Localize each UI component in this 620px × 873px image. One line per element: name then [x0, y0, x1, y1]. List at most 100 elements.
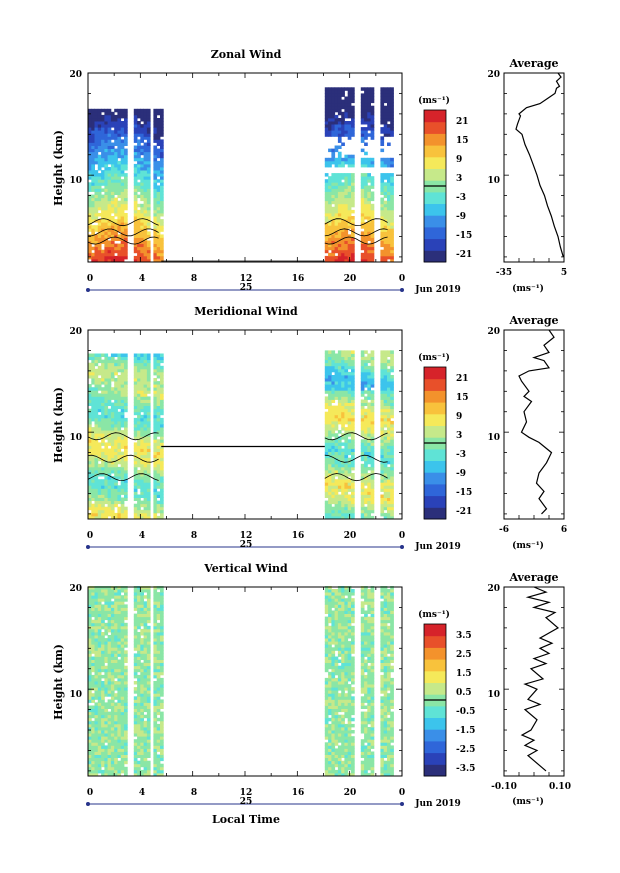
- heatmap-cell: [156, 491, 161, 495]
- heatmap-cell: [107, 745, 112, 749]
- heatmap-cell: [328, 130, 332, 134]
- heatmap-cell: [370, 414, 375, 419]
- heatmap-cell: [153, 118, 158, 122]
- heatmap-cell: [153, 243, 158, 248]
- heatmap-cell: [137, 460, 141, 465]
- heatmap-cell: [101, 393, 105, 397]
- heatmap-cell: [380, 121, 385, 125]
- heatmap-cell: [380, 206, 385, 211]
- heatmap-cell: [360, 371, 365, 376]
- heatmap-cell: [97, 668, 102, 673]
- heatmap-cell: [380, 350, 385, 354]
- heatmap-cell: [334, 353, 339, 357]
- heatmap-cell: [110, 622, 115, 627]
- heatmap-cell: [337, 87, 342, 91]
- heatmap-cell: [156, 142, 161, 146]
- heatmap-cell: [104, 402, 109, 406]
- heatmap-cell: [337, 353, 342, 357]
- heatmap-cell: [143, 494, 148, 498]
- heatmap-cell: [110, 124, 115, 128]
- heatmap-cell: [110, 625, 115, 630]
- heatmap-cell: [110, 130, 115, 134]
- heatmap-cell: [143, 408, 148, 413]
- heatmap-cell: [153, 384, 158, 388]
- heatmap-cell: [101, 616, 105, 621]
- heatmap-cell: [110, 506, 115, 511]
- heatmap-cell: [107, 145, 112, 149]
- heatmap-cell: [341, 466, 345, 471]
- heatmap-cell: [328, 460, 332, 465]
- heatmap-cell: [334, 470, 339, 474]
- heatmap-cell: [337, 145, 342, 149]
- heatmap-cell: [91, 515, 95, 520]
- heatmap-cell: [137, 730, 141, 734]
- heatmap-cell: [120, 182, 125, 186]
- heatmap-cell: [153, 625, 158, 630]
- heatmap-cell: [114, 439, 118, 443]
- heatmap-cell: [117, 730, 122, 734]
- heatmap-cell: [331, 488, 336, 492]
- heatmap-cell: [137, 362, 141, 367]
- heatmap-cell: [334, 243, 339, 248]
- heatmap-cell: [124, 154, 128, 159]
- heatmap-cell: [341, 503, 345, 508]
- heatmap-cell: [120, 632, 125, 636]
- heatmap-cell: [120, 702, 125, 706]
- heatmap-cell: [387, 114, 391, 119]
- heatmap-cell: [133, 375, 138, 379]
- heatmap-cell: [120, 243, 125, 248]
- heatmap-cell: [88, 665, 92, 670]
- heatmap-cell: [104, 424, 109, 428]
- heatmap-cell: [383, 411, 388, 416]
- heatmap-cell: [91, 387, 95, 391]
- heatmap-cell: [91, 448, 95, 452]
- heatmap-cell: [133, 393, 138, 397]
- heatmap-cell: [387, 402, 391, 406]
- heatmap-cell: [146, 108, 151, 113]
- heatmap-cell: [383, 258, 388, 263]
- heatmap-cell: [387, 228, 391, 232]
- heatmap-cell: [101, 237, 105, 241]
- heatmap-cell: [380, 148, 385, 153]
- heatmap-cell: [146, 714, 151, 719]
- heatmap-cell: [334, 249, 339, 254]
- heatmap-cell: [124, 656, 128, 660]
- heatmap-cell: [153, 194, 158, 199]
- heatmap-cell: [160, 353, 164, 357]
- heatmap-cell: [101, 485, 105, 489]
- heatmap-cell: [370, 466, 375, 471]
- heatmap-cell: [324, 124, 329, 128]
- heatmap-cell: [380, 108, 385, 113]
- heatmap-cell: [91, 479, 95, 483]
- heatmap-cell: [334, 200, 339, 205]
- heatmap-cell: [140, 114, 144, 119]
- heatmap-cell: [390, 381, 394, 385]
- heatmap-cell: [334, 442, 339, 446]
- heatmap-cell: [334, 216, 339, 220]
- x-tick-24: 0: [399, 274, 405, 284]
- heatmap-cell: [146, 451, 151, 456]
- heatmap-cell: [334, 203, 339, 208]
- heatmap-cell: [156, 470, 161, 474]
- heatmap-cell: [341, 231, 345, 235]
- heatmap-cell: [328, 359, 332, 364]
- heatmap-cell: [153, 439, 158, 443]
- heatmap-cell: [146, 616, 151, 621]
- heatmap-cell: [347, 399, 352, 403]
- heatmap-cell: [153, 739, 158, 743]
- heatmap-cell: [94, 228, 99, 232]
- heatmap-cell: [97, 219, 102, 223]
- heatmap-cell: [94, 225, 99, 229]
- heatmap-cell: [390, 90, 394, 94]
- heatmap-cell: [107, 121, 112, 125]
- colorbar-tick: -21: [456, 507, 472, 517]
- heatmap-cell: [160, 460, 164, 465]
- heatmap-cell: [107, 243, 112, 248]
- heatmap-cell: [117, 466, 122, 471]
- heatmap-cell: [91, 494, 95, 498]
- heatmap-cell: [110, 160, 115, 165]
- heatmap-cell: [117, 163, 122, 168]
- heatmap-cell: [107, 359, 112, 364]
- heatmap-cell: [124, 157, 128, 162]
- heatmap-cell: [370, 252, 375, 257]
